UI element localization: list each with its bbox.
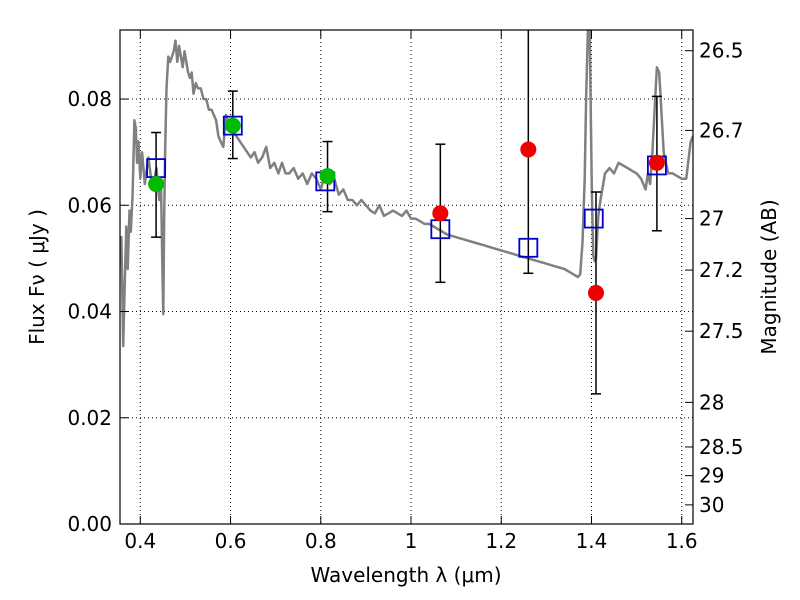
green-point: [148, 176, 165, 193]
y-axis-title: Flux Fν ( μJy ): [25, 209, 49, 345]
mag-tick-label: 27.2: [699, 258, 744, 282]
y-tick-label: 0.02: [67, 406, 112, 430]
mag-tick-label: 26.5: [699, 39, 744, 63]
x-tick-label: 1: [405, 529, 418, 553]
y-tick-label: 0.06: [67, 193, 112, 217]
y-tick-label: 0.00: [67, 512, 112, 536]
mag-tick-label: 26.7: [699, 118, 744, 142]
x-tick-label: 0.4: [124, 529, 156, 553]
marker-layer: [146, 115, 667, 301]
x-tick-label: 1.2: [485, 529, 517, 553]
y-tick-label: 0.04: [67, 300, 112, 324]
sed-curve-layer: [120, 30, 693, 348]
grid: [120, 30, 693, 524]
x-tick-label: 0.6: [215, 529, 247, 553]
observed-flux-square: [222, 115, 243, 136]
mag-tick-label: 28: [699, 390, 724, 414]
red-point: [587, 284, 604, 301]
red-point: [520, 141, 537, 158]
red-point: [432, 205, 449, 222]
green-point: [224, 117, 241, 134]
observed-flux-square: [518, 237, 539, 258]
x-tick-label: 1.4: [576, 529, 608, 553]
observed-flux-square: [583, 208, 604, 229]
mag-tick-label: 30: [699, 493, 724, 517]
x-tick-label: 0.8: [305, 529, 337, 553]
green-point: [319, 168, 336, 185]
x-tick-label: 1.6: [666, 529, 698, 553]
mag-tick-label: 29: [699, 464, 724, 488]
mag-tick-label: 28.5: [699, 435, 744, 459]
y-tick-label: 0.08: [67, 87, 112, 111]
sed-template-line: [120, 30, 693, 348]
axis-ticks: 0.4 0.6 0.8 1 1.2 1.4 1.6 0.00 0.02 0.04 0.06 0.08 2…: [67, 30, 744, 553]
x-axis-title: Wavelength λ (μm): [310, 563, 501, 587]
plot-frame: [119, 29, 694, 525]
mag-tick-label: 27.5: [699, 319, 744, 343]
red-point: [648, 154, 665, 171]
y-axis-title-right: Magnitude (AB): [757, 199, 781, 354]
mag-tick-label: 27: [699, 207, 724, 231]
